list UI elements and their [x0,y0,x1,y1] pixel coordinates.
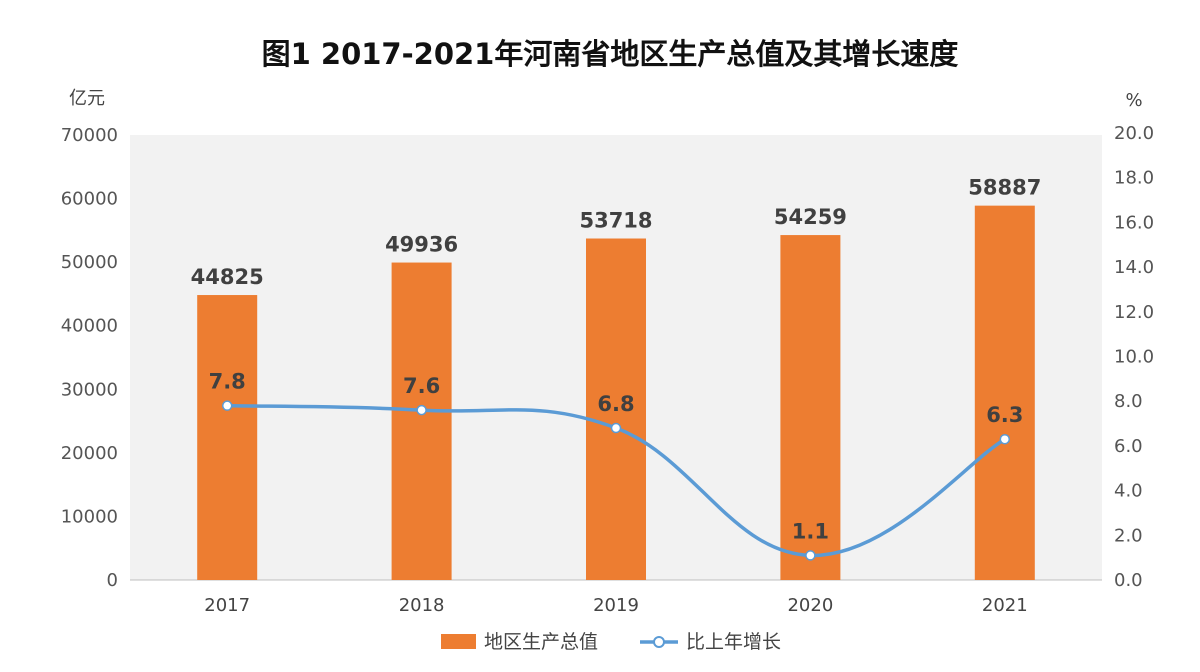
right-tick-label: 8.0 [1114,391,1143,412]
growth-line [227,403,1006,558]
line-data-label: 7.8 [209,370,246,394]
x-tick-label: 2017 [204,595,250,616]
left-tick-label: 50000 [61,252,118,273]
line-data-label: 7.6 [403,374,440,398]
legend-line-marker [653,636,665,648]
right-axis-unit: % [1125,90,1142,111]
bar-data-label: 58887 [968,176,1041,200]
line-data-label: 6.8 [597,392,634,416]
line-data-label: 1.1 [792,519,829,543]
bar [780,235,841,580]
bar-data-label: 49936 [385,233,458,257]
line-point [221,400,233,411]
bar [391,262,452,580]
line-data-label: 6.3 [986,403,1023,427]
bar-data-label: 44825 [191,265,264,289]
line-point [999,433,1011,445]
x-tick-label: 2019 [593,595,639,616]
x-tick-label: 2021 [982,595,1028,616]
x-tick-label: 2020 [787,595,833,616]
left-tick-label: 70000 [61,125,118,146]
right-tick-label: 16.0 [1114,212,1154,233]
x-tick-label: 2018 [399,595,445,616]
legend: 地区生产总值 比上年增长 [441,631,781,653]
left-tick-label: 40000 [61,316,118,337]
bar [197,295,258,580]
right-tick-label: 20.0 [1114,123,1154,144]
bar [974,205,1035,581]
right-tick-label: 4.0 [1114,481,1143,502]
line-point [416,404,427,416]
left-tick-label: 60000 [61,189,118,210]
left-tick-label: 10000 [61,506,118,527]
chart-title: 图1 2017-2021年河南省地区生产总值及其增长速度 [262,37,959,71]
right-tick-label: 10.0 [1114,347,1154,368]
line-point [805,550,816,561]
right-tick-label: 12.0 [1114,302,1154,323]
right-tick-label: 2.0 [1114,525,1143,546]
right-tick-label: 6.0 [1114,436,1143,457]
right-tick-label: 14.0 [1114,257,1154,278]
legend-line-label: 比上年增长 [686,631,781,653]
bar-data-label: 54259 [774,205,847,229]
legend-bar-swatch [441,634,476,649]
left-tick-label: 30000 [61,379,118,400]
legend-bar-label: 地区生产总值 [484,631,598,653]
bar-data-label: 53718 [579,209,652,233]
left-tick-label: 20000 [61,443,118,464]
left-tick-label: 0 [107,570,118,591]
line-point [610,422,622,434]
left-axis-unit: 亿元 [69,88,105,109]
right-tick-label: 0.0 [1114,570,1143,591]
bar [586,238,646,580]
right-tick-label: 18.0 [1114,168,1154,189]
